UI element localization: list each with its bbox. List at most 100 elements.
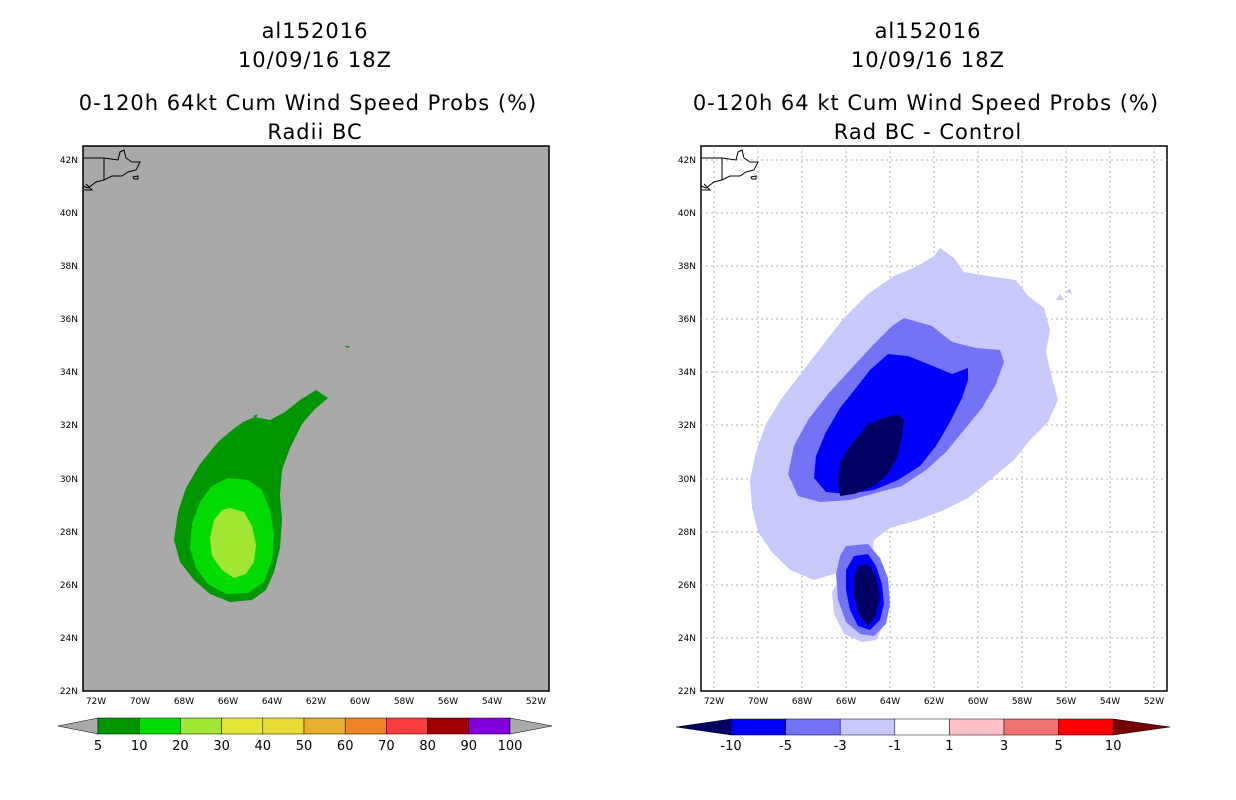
colorbar-label: -1 (888, 739, 901, 754)
diff-fleck (1056, 294, 1064, 300)
colorbar-swatch (1003, 718, 1059, 736)
colorbar-swatch (894, 718, 950, 736)
colorbar-swatch (97, 717, 140, 735)
left-title-product: 0-120h 64kt Cum Wind Speed Probs (%) (78, 91, 538, 115)
lon-label: 72W (86, 697, 106, 707)
prob-5-fleck (253, 414, 258, 418)
left-lon-labels: 72W 70W 68W 66W 64W 62W 60W 58W 56W 54W … (86, 697, 546, 707)
lat-label: 36N (60, 315, 78, 325)
lon-label: 68W (792, 697, 812, 707)
left-lat-labels: 42N 40N 38N 36N 34N 32N 30N 28N 26N 24N … (60, 156, 78, 697)
colorbar-swatch (262, 717, 305, 735)
lon-label: 62W (306, 697, 326, 707)
lat-label: 32N (678, 421, 696, 431)
lat-label: 42N (60, 156, 78, 166)
right-lon-labels: 72W 70W 68W 66W 64W 62W 60W 58W 56W 54W … (704, 697, 1164, 707)
lat-label: 40N (60, 209, 78, 219)
colorbar-swatch (386, 717, 428, 735)
colorbar-label: 70 (378, 739, 395, 754)
right-title-experiment: Rad BC - Control (833, 120, 1023, 144)
colorbar-low-end (675, 718, 732, 736)
right-map: 42N 40N 38N 36N 34N 32N 30N 28N 26N 24N … (675, 145, 1171, 754)
lat-label: 22N (60, 687, 78, 697)
lat-label: 32N (60, 421, 78, 431)
colorbar-swatch (344, 717, 387, 735)
lat-label: 24N (60, 634, 78, 644)
lat-label: 30N (60, 475, 78, 485)
left-title-storm-id: al152016 (261, 19, 369, 43)
diff-fleck (1066, 288, 1072, 294)
left-colorbar-labels: 5 10 20 30 40 50 60 70 80 90 100 (94, 739, 523, 754)
colorbar-label: 5 (1054, 739, 1062, 754)
colorbar-swatch (427, 717, 470, 735)
colorbar-high-end (1112, 718, 1171, 736)
lat-label: 24N (678, 634, 696, 644)
left-prob-contours (174, 346, 350, 602)
colorbar-label: 10 (131, 739, 148, 754)
prob-5-fleck-north (344, 346, 350, 348)
colorbar-swatch (468, 717, 511, 735)
colorbar-swatch (1058, 718, 1114, 736)
lat-label: 28N (678, 528, 696, 538)
lon-label: 52W (1144, 697, 1164, 707)
colorbar-swatch (949, 718, 1005, 736)
lon-label: 60W (968, 697, 988, 707)
colorbar-label: 50 (296, 739, 313, 754)
colorbar-swatch (180, 717, 222, 735)
right-title-storm-id: al152016 (874, 19, 982, 43)
colorbar-high-end (509, 717, 553, 735)
colorbar-label: 80 (419, 739, 436, 754)
lat-label: 26N (678, 581, 696, 591)
left-colorbar (57, 717, 553, 735)
lon-label: 64W (880, 697, 900, 707)
colorbar-label: -5 (779, 739, 792, 754)
colorbar-label: 5 (94, 739, 102, 754)
colorbar-label: 30 (213, 739, 230, 754)
lon-label: 54W (482, 697, 502, 707)
colorbar-label: 100 (498, 739, 523, 754)
lat-label: 42N (678, 156, 696, 166)
right-title-date: 10/09/16 18Z (850, 48, 1006, 72)
lon-label: 64W (262, 697, 282, 707)
left-title-date: 10/09/16 18Z (237, 48, 393, 72)
right-colorbar-labels: -10 -5 -3 -1 1 3 5 10 (720, 739, 1121, 754)
colorbar-label: 1 (945, 739, 953, 754)
lon-label: 52W (526, 697, 546, 707)
lon-label: 62W (924, 697, 944, 707)
prob-20-contour (210, 508, 256, 578)
left-map-frame (82, 145, 550, 692)
right-lat-labels: 42N 40N 38N 36N 34N 32N 30N 28N 26N 24N … (678, 156, 696, 697)
right-title-product: 0-120h 64 kt Cum Wind Speed Probs (%) (692, 91, 1160, 115)
lat-label: 38N (60, 262, 78, 272)
lat-label: 34N (678, 368, 696, 378)
colorbar-label: 40 (255, 739, 272, 754)
colorbar-swatch (730, 718, 786, 736)
lon-label: 54W (1100, 697, 1120, 707)
left-coastline (82, 149, 141, 191)
right-coastline (700, 149, 759, 191)
lon-label: 60W (350, 697, 370, 707)
colorbar-label: 60 (337, 739, 354, 754)
lon-label: 70W (748, 697, 768, 707)
right-map-gridlines (701, 146, 1167, 691)
lon-label: 72W (704, 697, 724, 707)
lon-label: 68W (174, 697, 194, 707)
colorbar-label: 10 (1105, 739, 1122, 754)
lon-label: 56W (1056, 697, 1076, 707)
lon-label: 58W (394, 697, 414, 707)
colorbar-swatch (839, 718, 896, 736)
lat-label: 30N (678, 475, 696, 485)
lat-label: 40N (678, 209, 696, 219)
colorbar-swatch (303, 717, 346, 735)
right-diff-contours (750, 248, 1072, 642)
colorbar-label: -3 (834, 739, 847, 754)
colorbar-label: 20 (172, 739, 189, 754)
lon-label: 56W (438, 697, 458, 707)
lon-label: 66W (218, 697, 238, 707)
lat-label: 34N (60, 368, 78, 378)
colorbar-label: -10 (720, 739, 741, 754)
colorbar-swatch (221, 717, 264, 735)
lon-label: 70W (130, 697, 150, 707)
left-map: 42N 40N 38N 36N 34N 32N 30N 28N 26N 24N … (57, 145, 553, 754)
lat-label: 28N (60, 528, 78, 538)
